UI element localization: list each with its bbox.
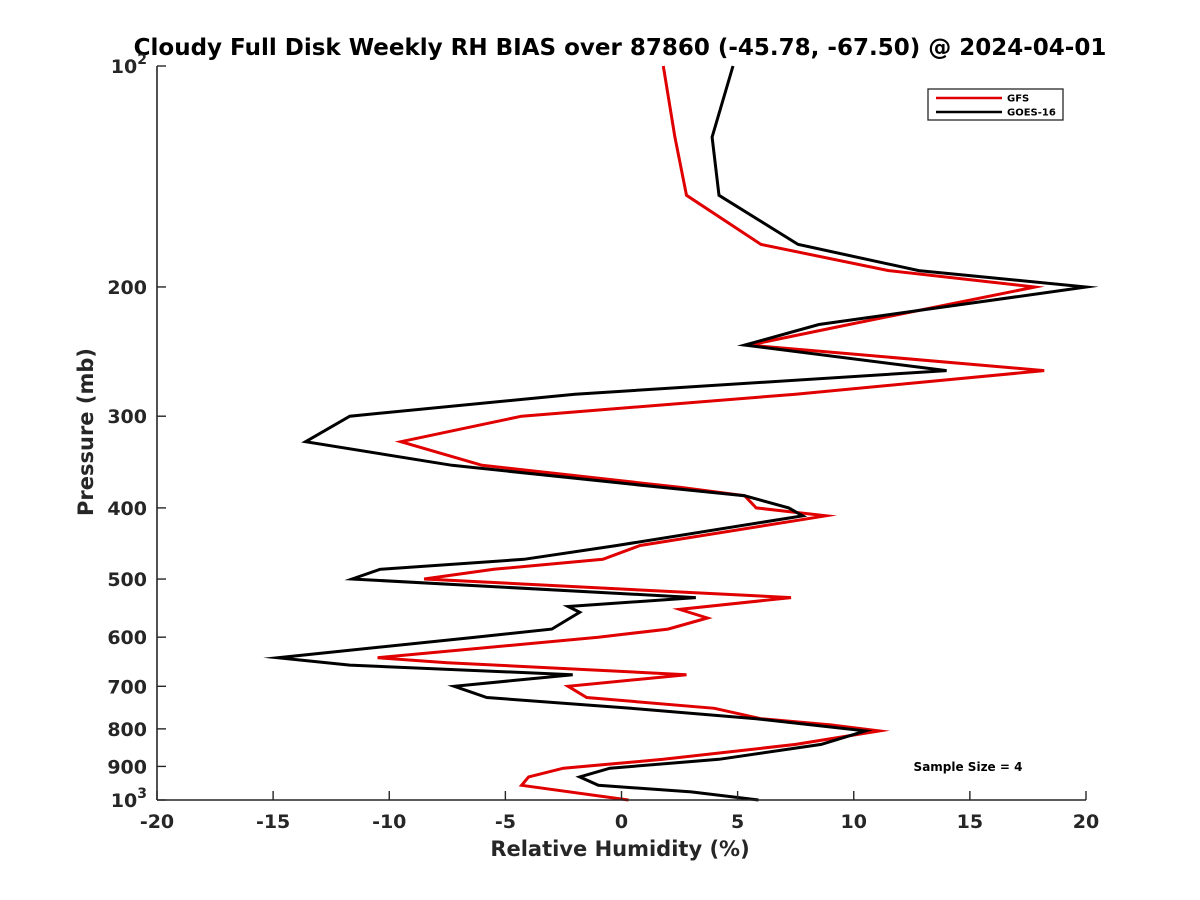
x-tick-label: -15 (256, 811, 290, 833)
legend-box (927, 88, 1064, 121)
x-tick-label: 15 (957, 811, 983, 833)
y-axis-label: Pressure (mb) (74, 348, 98, 516)
x-tick-label: 0 (615, 811, 628, 833)
series-layer (263, 65, 1099, 802)
y-tick-label: 102 (111, 52, 147, 78)
series-line-goes-16 (263, 65, 1099, 802)
y-tick-base: 10 (111, 56, 137, 78)
x-tick-label: -5 (495, 811, 516, 833)
legend: GFS GOES-16 (927, 88, 1064, 121)
y-tick-base: 10 (111, 790, 137, 812)
x-tick-label: 20 (1073, 811, 1099, 833)
series-line-gfs (377, 65, 1045, 802)
y-tick-label: 200 (107, 277, 147, 299)
chart-title: Cloudy Full Disk Weekly RH BIAS over 878… (134, 35, 1107, 61)
y-tick-exponent: 2 (137, 52, 147, 68)
legend-label: GFS (1007, 94, 1029, 105)
x-axis-ticks: -20 -15 -10 -5 0 5 10 15 20 (140, 791, 1099, 833)
x-tick-label: -10 (372, 811, 406, 833)
y-tick-label: 900 (107, 756, 147, 778)
y-tick-exponent: 3 (137, 786, 147, 802)
sample-size-annotation: Sample Size = 4 (914, 760, 1023, 774)
x-axis-label: Relative Humidity (%) (490, 837, 749, 861)
x-tick-label: -20 (140, 811, 174, 833)
y-tick-label: 400 (107, 498, 147, 520)
y-tick-label: 600 (107, 627, 147, 649)
x-tick-label: 5 (731, 811, 744, 833)
legend-label: GOES-16 (1007, 108, 1056, 119)
y-tick-label: 700 (107, 676, 147, 698)
x-tick-label: 10 (841, 811, 867, 833)
y-tick-label: 800 (107, 719, 147, 741)
y-tick-label: 300 (107, 406, 147, 428)
y-tick-label: 103 (111, 786, 147, 812)
y-tick-label: 500 (107, 569, 147, 591)
